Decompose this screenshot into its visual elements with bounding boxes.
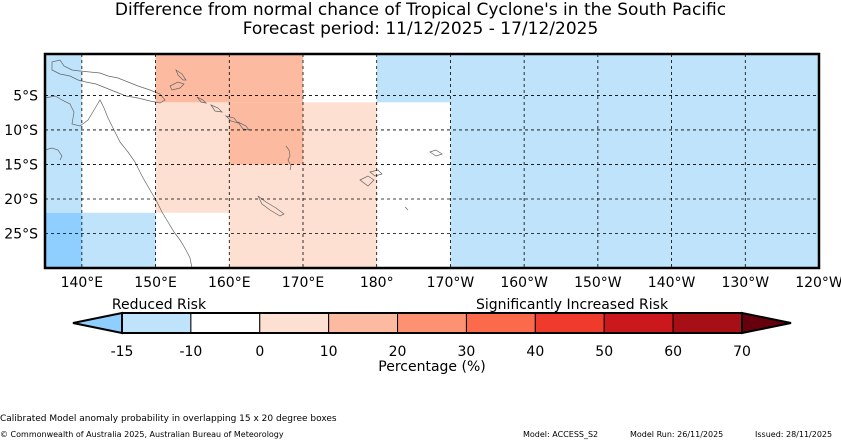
method-note: Calibrated Model anomaly probability in …: [0, 414, 337, 424]
colorbar-segment-1: [190, 312, 261, 334]
colorbar-segment-0: [121, 312, 192, 334]
colorbar-tick-label: 70: [733, 344, 751, 360]
colorbar-under-arrow: [72, 311, 123, 335]
latitude-labels: 5°S 10°S 15°S 20°S 25°S: [4, 88, 38, 242]
risk-box-2: [81, 212, 156, 268]
lon-tick-label: 150°W: [574, 275, 622, 291]
colorbar-segment-5: [465, 312, 536, 334]
vanuatu-coast: [285, 145, 292, 171]
risk-box-7: [376, 54, 451, 103]
new-ireland-coast: [175, 69, 187, 81]
colorbar-segment-2: [259, 312, 330, 334]
new-britain-coast: [169, 81, 185, 91]
lat-tick-label: 10°S: [4, 123, 38, 139]
colorbar: -15 -10 0 10 20 30 40 50 60 70: [72, 311, 792, 360]
risk-boxes: [45, 54, 819, 269]
tonga-coast: [404, 206, 409, 211]
colorbar-axis-label: Percentage (%): [378, 359, 485, 375]
colorbar-tick-label: 50: [595, 344, 613, 360]
colorbar-over-arrow: [741, 311, 792, 335]
issued-date: Issued: 28/11/2025: [755, 430, 833, 439]
forecast-period: Forecast period: 11/12/2025 - 17/12/2025: [242, 19, 599, 39]
colorbar-tick-label: 0: [255, 344, 264, 360]
map-gridlines: [45, 54, 820, 268]
risk-box-1: [45, 212, 82, 268]
longitude-labels: 140°E 150°E 160°E 170°E 180° 170°W 160°W 150°W 1…: [61, 275, 841, 291]
colorbar-segment-6: [534, 312, 605, 334]
colorbar-segment-8: [672, 312, 743, 334]
model-name: Model: ACCESS_S2: [523, 430, 599, 439]
map-frame: [43, 52, 821, 270]
colorbar-tick-label: -15: [111, 344, 134, 360]
lon-tick-label: 150°E: [134, 275, 177, 291]
coastlines: [44, 59, 443, 269]
lon-tick-label: 130°W: [721, 275, 769, 291]
lon-tick-label: 120°W: [795, 275, 841, 291]
colorbar-segment-3: [328, 312, 399, 334]
samoa-coast: [429, 149, 443, 157]
colorbar-tick-label: 10: [320, 344, 338, 360]
model-run-date: Model Run: 26/11/2025: [630, 430, 724, 439]
risk-box-8: [450, 54, 819, 268]
lon-tick-label: 140°E: [61, 275, 104, 291]
lat-tick-label: 20°S: [4, 192, 38, 208]
solomon-islands-coast: [196, 96, 250, 131]
fiji-coast: [359, 169, 383, 187]
colorbar-segment-7: [603, 312, 674, 334]
lon-tick-label: 160°W: [500, 275, 548, 291]
lon-tick-label: 160°E: [208, 275, 251, 291]
lat-tick-label: 25°S: [4, 226, 38, 242]
colorbar-tick-label: -10: [179, 344, 202, 360]
colorbar-tick-label: 20: [389, 344, 407, 360]
lat-tick-label: 5°S: [13, 88, 38, 104]
risk-box-0: [45, 54, 82, 213]
risk-box-6: [229, 102, 303, 165]
map-title: Difference from normal chance of Tropica…: [114, 0, 727, 20]
risk-box-3: [155, 102, 230, 213]
new-caledonia-coast: [257, 195, 285, 217]
increased-risk-label: Significantly Increased Risk: [476, 297, 669, 313]
new-guinea-coast: [51, 59, 166, 104]
lon-tick-label: 170°E: [282, 275, 325, 291]
colorbar-segment-4: [397, 312, 467, 334]
lon-tick-label: 140°W: [648, 275, 696, 291]
lon-tick-label: 170°W: [427, 275, 475, 291]
copyright-note: © Commonwealth of Australia 2025, Austra…: [0, 430, 284, 439]
colorbar-tick-label: 40: [526, 344, 544, 360]
australia-coast-west: [44, 147, 63, 161]
lon-tick-label: 180°: [360, 275, 394, 291]
australia-coast: [44, 95, 193, 269]
colorbar-outline: [121, 312, 743, 334]
colorbar-tick-label: 30: [458, 344, 476, 360]
colorbar-tick-label: 60: [664, 344, 682, 360]
reduced-risk-label: Reduced Risk: [112, 297, 207, 313]
lat-tick-label: 15°S: [4, 157, 38, 173]
